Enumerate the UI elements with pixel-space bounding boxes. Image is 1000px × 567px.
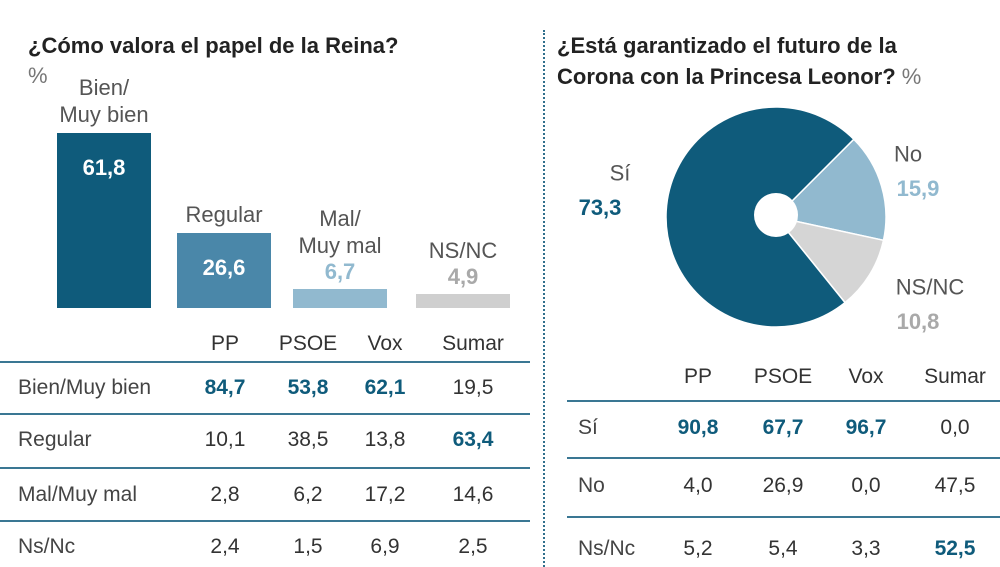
cell: 6,2 xyxy=(293,483,323,506)
value-label: 6,7 xyxy=(324,259,356,285)
chart-title: ¿Cómo valora el papel de la Reina? xyxy=(28,30,398,61)
cell: 26,9 xyxy=(762,474,804,497)
row-rule xyxy=(0,413,530,415)
cell: 62,1 xyxy=(364,376,406,399)
title-text: ¿Está garantizado el futuro de la Corona… xyxy=(557,33,897,89)
cell: 1,5 xyxy=(293,535,323,558)
cell: 6,9 xyxy=(370,535,400,558)
value-label: 61,8 xyxy=(82,155,126,181)
cell: 14,6 xyxy=(452,483,494,506)
chart-title: ¿Está garantizado el futuro de la Corona… xyxy=(557,30,921,92)
bar xyxy=(57,133,151,308)
cell: 2,5 xyxy=(458,535,488,558)
category-label: NS/NC xyxy=(895,274,965,300)
value-label: 10,8 xyxy=(896,309,940,334)
cell: 67,7 xyxy=(762,416,804,439)
donut-hole xyxy=(754,193,798,237)
cell: 5,2 xyxy=(683,537,713,560)
cell: 52,5 xyxy=(934,537,976,560)
category-label: Sí xyxy=(609,160,631,186)
row-rule xyxy=(567,400,1000,402)
divider xyxy=(543,30,545,567)
value-label: 73,3 xyxy=(578,195,622,220)
cell: 90,8 xyxy=(677,416,719,439)
category-label: Bien/ Muy bien xyxy=(59,75,149,128)
row-rule xyxy=(567,457,1000,459)
row-rule xyxy=(0,467,530,469)
row-label: Ns/Nc xyxy=(18,535,76,558)
row-label: Bien/Muy bien xyxy=(18,376,152,399)
cell: 84,7 xyxy=(204,376,246,399)
row-rule xyxy=(567,516,1000,518)
pie-slice xyxy=(774,138,887,242)
unit: % xyxy=(28,63,48,88)
cell: 0,0 xyxy=(851,474,881,497)
column-header: PP xyxy=(683,365,713,388)
bar xyxy=(293,289,387,308)
cell: 38,5 xyxy=(287,428,329,451)
cell: 53,8 xyxy=(287,376,329,399)
value-label: 26,6 xyxy=(202,254,246,280)
row-label: Mal/Muy mal xyxy=(18,483,138,506)
value-label: 15,9 xyxy=(896,176,940,201)
bar xyxy=(416,294,510,308)
cell: 13,8 xyxy=(364,428,406,451)
row-rule xyxy=(0,361,530,363)
value-label: 4,9 xyxy=(447,264,479,290)
row-rule xyxy=(0,520,530,522)
cell: 19,5 xyxy=(452,376,494,399)
row-label: Regular xyxy=(18,428,92,451)
row-label: Ns/Nc xyxy=(578,537,636,560)
category-label: No xyxy=(893,141,923,167)
bar xyxy=(177,232,271,308)
category-label: Regular xyxy=(185,201,263,227)
category-label: NS/NC xyxy=(428,238,498,264)
cell: 17,2 xyxy=(364,483,406,506)
cell: 96,7 xyxy=(845,416,887,439)
cell: 2,8 xyxy=(210,483,240,506)
column-header: Vox xyxy=(848,365,884,388)
unit: % xyxy=(901,64,922,89)
column-header: Sumar xyxy=(924,365,986,388)
cell: 47,5 xyxy=(934,474,976,497)
pie-slice xyxy=(774,215,885,304)
column-header: Sumar xyxy=(442,332,504,355)
cell: 5,4 xyxy=(768,537,798,560)
row-label: Sí xyxy=(578,416,598,439)
column-header: PSOE xyxy=(278,332,338,355)
column-header: PP xyxy=(210,332,240,355)
cell: 0,0 xyxy=(940,416,970,439)
cell: 2,4 xyxy=(210,535,240,558)
category-label: Mal/ Muy mal xyxy=(298,206,382,259)
cell: 63,4 xyxy=(452,428,494,451)
row-label: No xyxy=(578,474,605,497)
cell: 4,0 xyxy=(683,474,713,497)
cell: 3,3 xyxy=(851,537,881,560)
column-header: PSOE xyxy=(753,365,813,388)
column-header: Vox xyxy=(367,332,403,355)
cell: 10,1 xyxy=(204,428,246,451)
title-text: ¿Cómo valora el papel de la Reina? xyxy=(28,33,399,58)
